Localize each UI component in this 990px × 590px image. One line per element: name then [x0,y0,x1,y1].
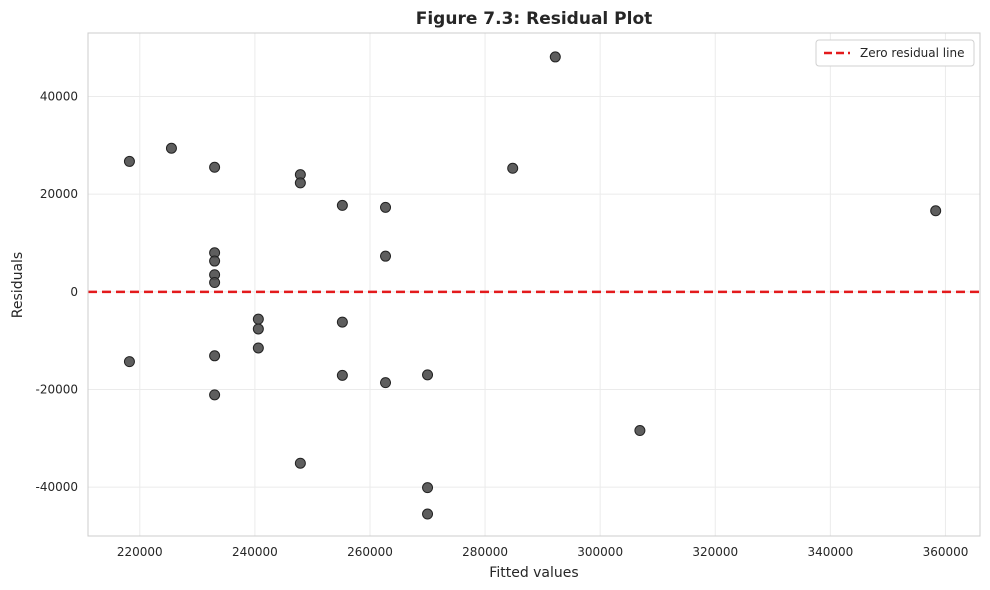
x-tick-label: 240000 [232,545,278,559]
plot-frame [87,32,981,537]
data-point [165,142,177,154]
data-point [123,155,135,167]
x-tick-labels: 220000 240000 260000 280000 300000 320000 3400… [117,545,968,559]
data-point [380,377,392,389]
y-tick-label: -40000 [35,480,78,494]
y-axis-label: Residuals [10,252,26,318]
y-tick-label: -20000 [35,382,78,396]
data-point [209,389,221,401]
y-tick-label: 0 [70,285,78,299]
data-point [209,161,221,173]
plot-area [88,33,980,536]
x-grid [139,33,946,536]
data-point [209,350,221,362]
x-tick-label: 320000 [692,545,738,559]
legend: Zero residual line [815,39,975,67]
legend-box [815,39,975,67]
data-point [930,205,942,217]
data-point [209,277,221,289]
data-point [294,177,306,189]
data-point [252,313,264,325]
x-tick-label: 260000 [347,545,393,559]
data-points [123,51,942,520]
x-tick-label: 340000 [807,545,853,559]
y-tick-label: 20000 [40,187,78,201]
data-point [422,369,434,381]
data-point [380,250,392,262]
data-point [422,508,434,520]
data-point [380,201,392,213]
data-point [252,323,264,335]
data-point [294,457,306,469]
x-tick-label: 220000 [117,545,163,559]
y-tick-labels: -40000 -20000 0 20000 40000 [35,89,78,494]
data-point [252,342,264,354]
chart-title: Figure 7.3: Residual Plot [416,9,653,29]
data-point [507,162,519,174]
data-point [123,356,135,368]
data-point [336,369,348,381]
legend-entry-zero-residual-line: Zero residual line [860,46,964,60]
data-point [336,316,348,328]
x-axis-label: Fitted values [489,565,578,581]
data-point [549,51,561,63]
x-tick-label: 360000 [923,545,969,559]
y-tick-label: 40000 [40,89,78,103]
data-point [634,425,646,437]
data-point [209,255,221,267]
x-tick-label: 300000 [577,545,623,559]
x-tick-label: 280000 [462,545,508,559]
data-point [336,199,348,211]
data-point [422,482,434,494]
